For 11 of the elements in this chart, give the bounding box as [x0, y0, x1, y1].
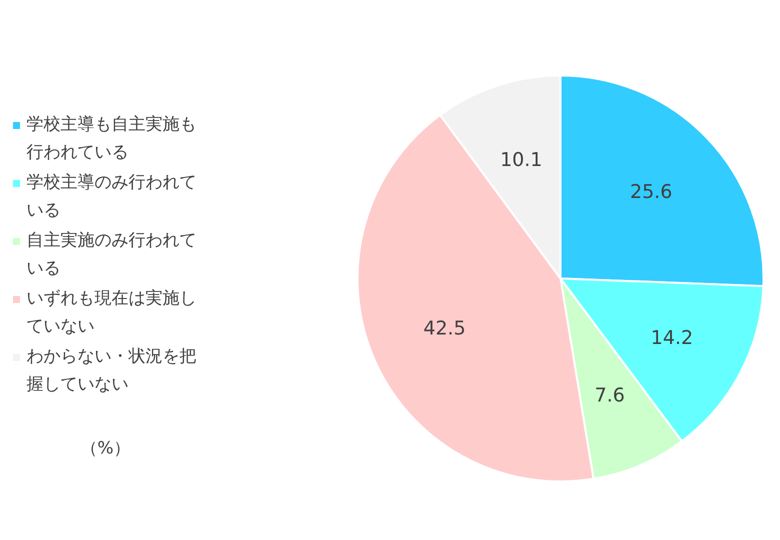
text: （%）: [80, 438, 131, 458]
legend-label: 学校主導のみ行われている: [26, 172, 196, 220]
data-label: 42.5: [423, 317, 466, 340]
data-label: 7.6: [594, 384, 625, 406]
data-label: 14.2: [650, 327, 694, 350]
legend-label: いずれも現在は実施していない: [26, 288, 196, 336]
data-label: 25.6: [630, 181, 672, 204]
legend-label: 学校主導も自主実施も行われている: [26, 114, 196, 162]
legend-label: 自主実施のみ行われている: [26, 230, 196, 278]
legend-label: わからない・状況を把握していない: [26, 346, 196, 394]
data-label: 10.1: [500, 148, 542, 171]
